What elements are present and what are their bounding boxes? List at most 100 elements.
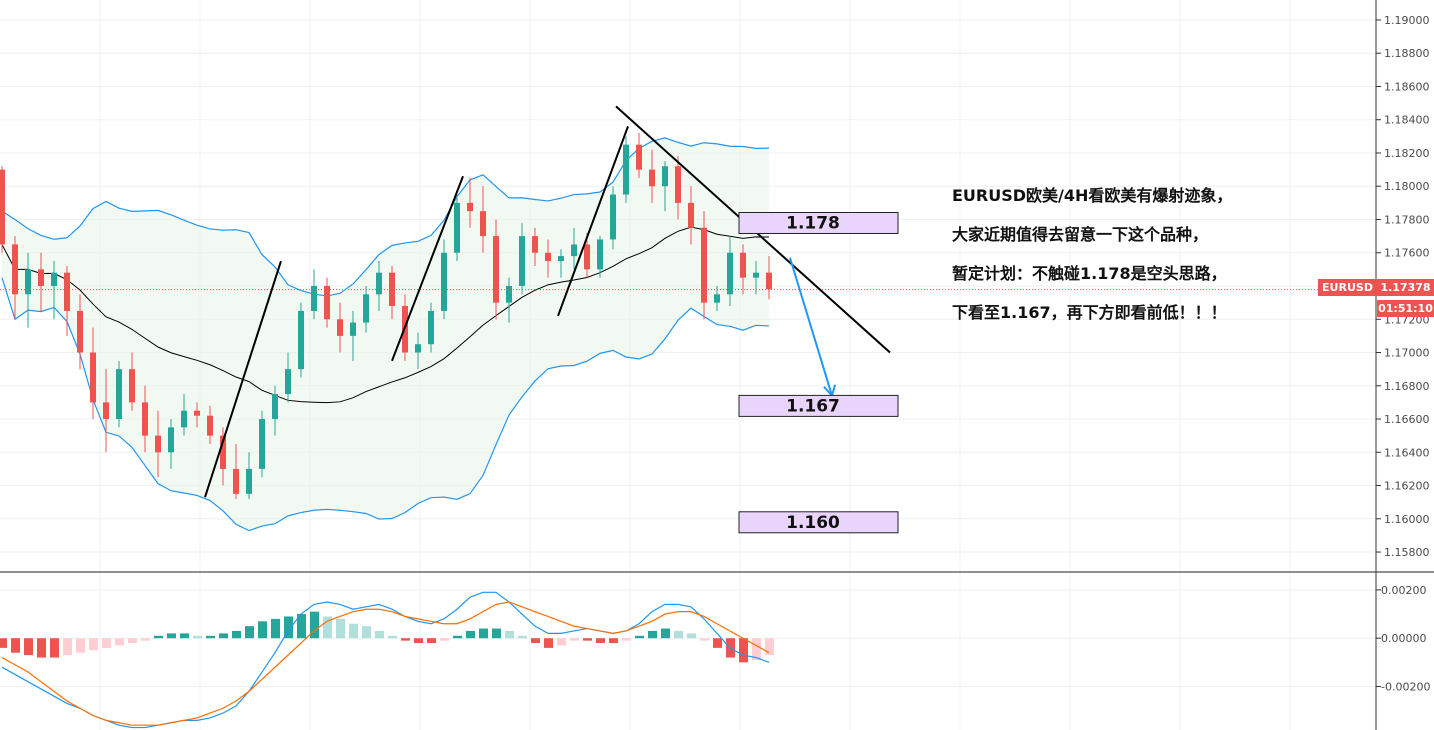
candle-body [168, 427, 174, 453]
trend-line [204, 260, 282, 498]
macd-histogram-bar [622, 638, 631, 641]
macd-histogram-bar [700, 638, 709, 641]
candle-body [519, 236, 525, 286]
candle-body [38, 269, 44, 286]
countdown-tag: 01:51:10 [1377, 300, 1434, 317]
macd-axis-tick-label: 0.00200 [1381, 584, 1427, 597]
macd-axis-tick-label: -0.00200 [1381, 681, 1430, 694]
axis-tick-label: 1.16600 [1384, 413, 1430, 426]
candle-body [480, 211, 486, 237]
macd-histogram-bar [11, 638, 20, 653]
level-box [738, 394, 899, 417]
macd-histogram-bar [401, 638, 410, 641]
axis-tick-label: 1.18200 [1384, 147, 1430, 160]
target-levels: 1.178 1.167 1.160 [738, 211, 899, 534]
note-line-4: 下看至1.167，再下方即看前低！！！ [952, 303, 1227, 322]
macd-histogram-bar [648, 630, 657, 639]
candle-body [441, 252, 447, 311]
note-line-1: EURUSD欧美/4H看欧美有爆射迹象， [952, 186, 1233, 205]
candle-body [610, 194, 616, 240]
candle-body [233, 468, 239, 494]
macd-histogram-bar [89, 638, 98, 651]
candle-body [259, 419, 265, 469]
candle-body [662, 166, 668, 187]
macd-histogram-bar [661, 628, 670, 639]
macd-axis-tick-label: 0.00000 [1381, 632, 1427, 645]
trend-line [391, 175, 464, 362]
candle-body [12, 244, 18, 295]
candle-body [532, 236, 538, 253]
candle-body [428, 310, 434, 345]
candle-body [363, 294, 369, 323]
candle-body [740, 252, 746, 278]
macd-histogram-bar [440, 638, 449, 641]
candle-body [337, 319, 343, 336]
candle-body [623, 144, 629, 195]
candle-body [285, 369, 291, 395]
macd-histogram-bar [453, 635, 462, 639]
candle-body [90, 352, 96, 403]
bb-middle-line [1, 226, 770, 404]
projection-arrow [789, 257, 833, 397]
candle-body [766, 272, 772, 290]
price-axis[interactable]: 1.19000 1.18800 1.18600 1.18400 1.18200 1.180… [1376, 14, 1430, 694]
macd-histogram-bar [583, 638, 592, 641]
macd-histogram-bar [570, 638, 579, 641]
level-box [738, 511, 899, 534]
axis-tick-label: 1.17800 [1384, 213, 1430, 226]
macd-histogram-bar [76, 638, 85, 653]
macd-histogram-bar [752, 638, 761, 660]
macd-line [1, 591, 770, 729]
macd-histogram-bar [232, 630, 241, 639]
macd-histogram-bar [284, 616, 293, 639]
analysis-note: EURUSD欧美/4H看欧美有爆射迹象， 大家近期值得去留意一下这个品种， 暂定… [952, 176, 1232, 332]
macd-histogram-bar [128, 638, 137, 644]
axis-tick-label: 1.19000 [1384, 14, 1430, 27]
macd-histogram-bar [557, 638, 566, 646]
macd-histogram-bar [375, 630, 384, 639]
macd-histogram-bar [271, 618, 280, 639]
candle-body [64, 272, 70, 311]
macd-histogram-bar [427, 638, 436, 644]
macd-histogram-bar [154, 635, 163, 639]
macd-histogram-bar [531, 638, 540, 644]
note-line-2: 大家近期值得去留意一下这个品种， [952, 225, 1209, 244]
macd-histogram-bar [63, 638, 72, 656]
candle-body [675, 166, 681, 203]
symbol-tag: EURUSD [1318, 279, 1377, 296]
level-label: 1.167 [786, 396, 840, 416]
candle-body [51, 272, 57, 286]
axis-tick-label: 1.18600 [1384, 80, 1430, 93]
macd-histogram-bar [687, 633, 696, 639]
candle-body [207, 415, 213, 436]
candle-body [701, 227, 707, 303]
level-label: 1.160 [786, 513, 840, 533]
candle-body [649, 169, 655, 187]
axis-tick-label: 1.17000 [1384, 347, 1430, 360]
candle-body [454, 202, 460, 253]
macd-histogram-bar [544, 638, 553, 648]
macd-histogram-bar [323, 616, 332, 639]
candle-body [181, 410, 187, 428]
macd-histogram-bar [193, 635, 202, 639]
candle-body [545, 252, 551, 262]
bb-lower-line [1, 277, 770, 532]
axis-tick-label: 1.16400 [1384, 446, 1430, 459]
macd-histogram-bar [167, 633, 176, 639]
macd-histogram-bar [713, 638, 722, 648]
candle-body [506, 286, 512, 303]
candle-body [298, 310, 304, 370]
candle-body [389, 272, 395, 306]
candle-body [0, 169, 5, 245]
candle-body [311, 286, 317, 311]
macd-histogram-bar [37, 638, 46, 658]
axis-tick-label: 1.18800 [1384, 47, 1430, 60]
macd-histogram-bar [50, 638, 59, 658]
macd-histogram-bar [245, 626, 254, 639]
macd-pane [0, 591, 774, 729]
macd-histogram-bar [739, 638, 748, 663]
macd-histogram-bar [180, 633, 189, 639]
axis-tick-label: 1.17600 [1384, 247, 1430, 260]
macd-histogram-bar [362, 626, 371, 639]
